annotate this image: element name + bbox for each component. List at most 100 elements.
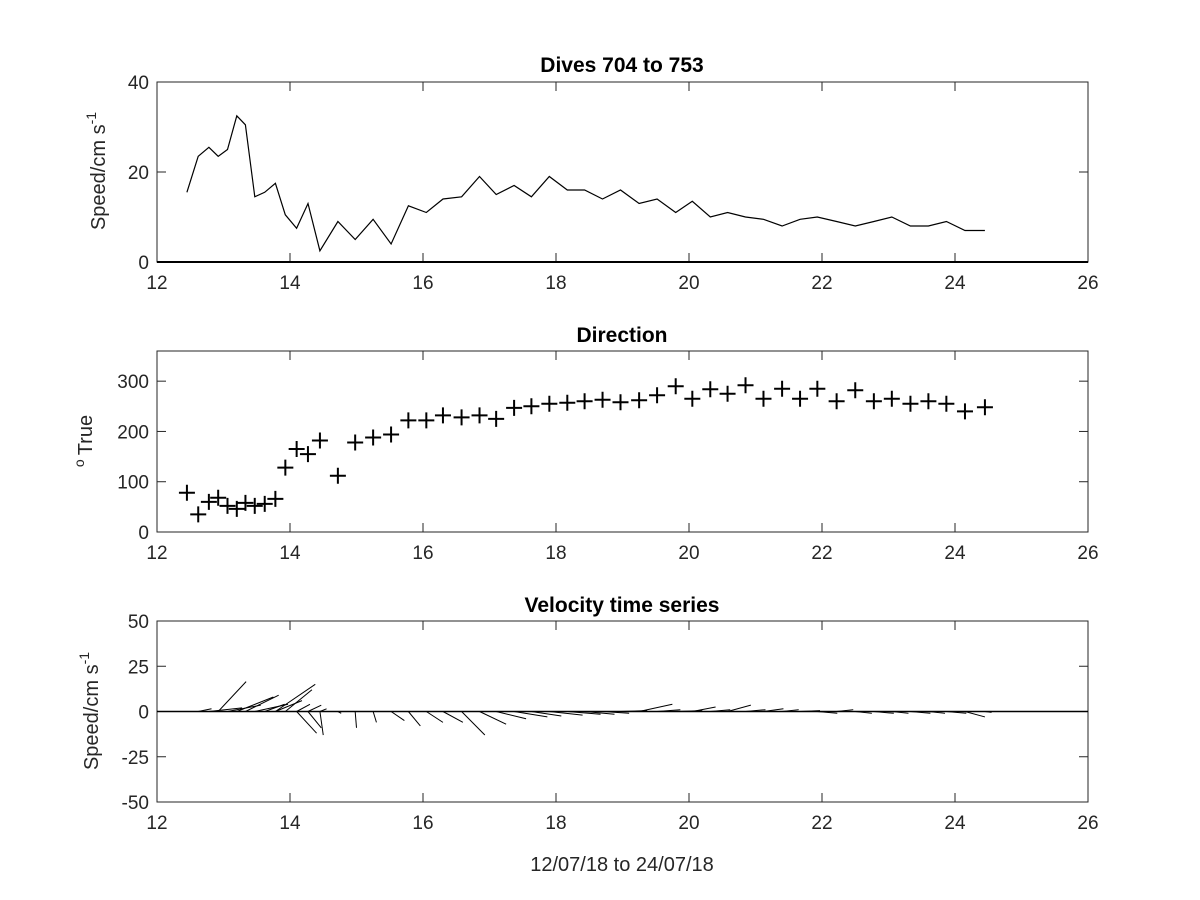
- direction-marker: [976, 399, 993, 416]
- velocity-stick: [549, 711, 583, 716]
- velocity-stick: [657, 709, 681, 712]
- direction-marker: [920, 393, 937, 410]
- x-tick-label: 16: [412, 543, 433, 564]
- direction-marker: [938, 395, 955, 412]
- velocity-stick: [296, 703, 311, 712]
- velocity-panel-ylabel: Speed/cm s-1: [76, 652, 103, 770]
- velocity-panel-title: Velocity time series: [525, 594, 720, 617]
- velocity-stick: [354, 711, 357, 728]
- x-tick-label: 20: [678, 543, 699, 564]
- velocity-stick: [531, 711, 562, 717]
- velocity-stick: [236, 696, 274, 712]
- y-tick-label: 0: [138, 253, 149, 274]
- velocity-stick: [836, 709, 854, 712]
- velocity-stick: [479, 711, 507, 725]
- x-tick-label: 26: [1077, 273, 1098, 294]
- y-tick-label: 20: [128, 163, 149, 184]
- velocity-panel-xlabel: 12/07/18 to 24/07/18: [530, 854, 714, 876]
- direction-marker: [684, 390, 701, 407]
- x-tick-label: 24: [944, 543, 966, 564]
- velocity-stick: [198, 708, 212, 712]
- velocity-stick: [337, 711, 342, 714]
- axes-box: [156, 81, 1089, 263]
- direction-marker: [774, 380, 791, 397]
- velocity-stick: [442, 711, 464, 723]
- direction-marker: [488, 410, 505, 427]
- x-tick-label: 22: [811, 543, 832, 564]
- velocity-stick: [264, 703, 285, 712]
- velocity-stick: [910, 711, 931, 714]
- y-tick-label: 50: [128, 612, 149, 633]
- velocity-stick: [817, 711, 838, 714]
- direction-marker: [792, 390, 809, 407]
- velocity-stick: [873, 711, 894, 714]
- x-tick-label: 24: [944, 273, 966, 294]
- x-tick-label: 22: [811, 273, 832, 294]
- direction-marker: [246, 497, 263, 514]
- velocity-stick: [584, 711, 615, 715]
- direction-marker: [956, 403, 973, 420]
- direction-marker: [883, 390, 900, 407]
- direction-marker: [237, 494, 254, 511]
- direction-marker: [434, 407, 451, 424]
- x-tick-label: 14: [279, 813, 301, 834]
- direction-marker: [277, 459, 294, 476]
- velocity-stick: [514, 711, 548, 718]
- velocity-stick: [800, 710, 821, 712]
- direction-marker: [267, 490, 284, 507]
- velocity-stick: [964, 711, 986, 718]
- velocity-stick: [727, 704, 751, 712]
- y-tick-label: -25: [122, 748, 149, 769]
- velocity-stick: [285, 689, 313, 712]
- velocity-stick: [372, 711, 377, 723]
- velocity-stick: [710, 709, 731, 712]
- direction-marker: [809, 380, 826, 397]
- x-tick-label: 22: [811, 813, 832, 834]
- direction-marker: [865, 393, 882, 410]
- speed-panel-title: Dives 704 to 753: [540, 54, 703, 77]
- direction-marker: [902, 395, 919, 412]
- velocity-stick: [782, 709, 799, 712]
- x-tick-label: 12: [146, 543, 167, 564]
- velocity-stick: [296, 711, 317, 734]
- velocity-plot-area: 12 14 16 18 20 22 24 26 -50 -25 0 25 50: [122, 612, 1099, 834]
- axes-box: [156, 350, 1089, 533]
- direction-marker: [288, 441, 305, 458]
- direction-marker: [737, 377, 754, 394]
- velocity-stick: [496, 711, 527, 720]
- direction-marker: [631, 392, 648, 409]
- direction-marker: [541, 395, 558, 412]
- speed-panel: Dives 704 to 753 Speed/cm s-1 12 14 16 18 20…: [83, 54, 1099, 294]
- direction-marker: [219, 497, 236, 514]
- y-tick-label: 0: [138, 523, 149, 544]
- velocity-stick: [245, 694, 279, 712]
- x-tick-label: 14: [279, 543, 301, 564]
- velocity-stick: [407, 711, 421, 727]
- x-tick-label: 12: [146, 813, 167, 834]
- direction-marker: [471, 407, 488, 424]
- speed-panel-ylabel: Speed/cm s-1: [83, 112, 110, 230]
- velocity-stick: [319, 711, 324, 736]
- direction-marker: [702, 381, 719, 398]
- speed-plot-area: 12 14 16 18 20 22 24 26 0 20 40: [128, 73, 1099, 294]
- x-tick-label: 18: [545, 813, 566, 834]
- velocity-stick: [208, 707, 243, 712]
- velocity-stick: [928, 711, 946, 714]
- x-tick-label: 26: [1077, 543, 1098, 564]
- y-tick-label: -50: [122, 793, 149, 814]
- x-tick-label: 20: [678, 813, 699, 834]
- velocity-stick: [307, 711, 322, 729]
- direction-marker: [228, 500, 245, 517]
- velocity-stick: [639, 703, 673, 712]
- y-tick-label: 25: [128, 657, 149, 678]
- y-tick-label: 300: [117, 372, 149, 393]
- speed-series-line: [186, 114, 985, 253]
- direction-panel-ylabel: oTrue: [71, 415, 97, 467]
- direction-marker: [400, 412, 417, 429]
- direction-marker: [828, 393, 845, 410]
- direction-marker: [329, 467, 346, 484]
- velocity-stick: [307, 704, 322, 712]
- velocity-stick: [461, 711, 486, 736]
- y-tick-label: 200: [117, 422, 149, 443]
- direction-marker: [190, 506, 207, 523]
